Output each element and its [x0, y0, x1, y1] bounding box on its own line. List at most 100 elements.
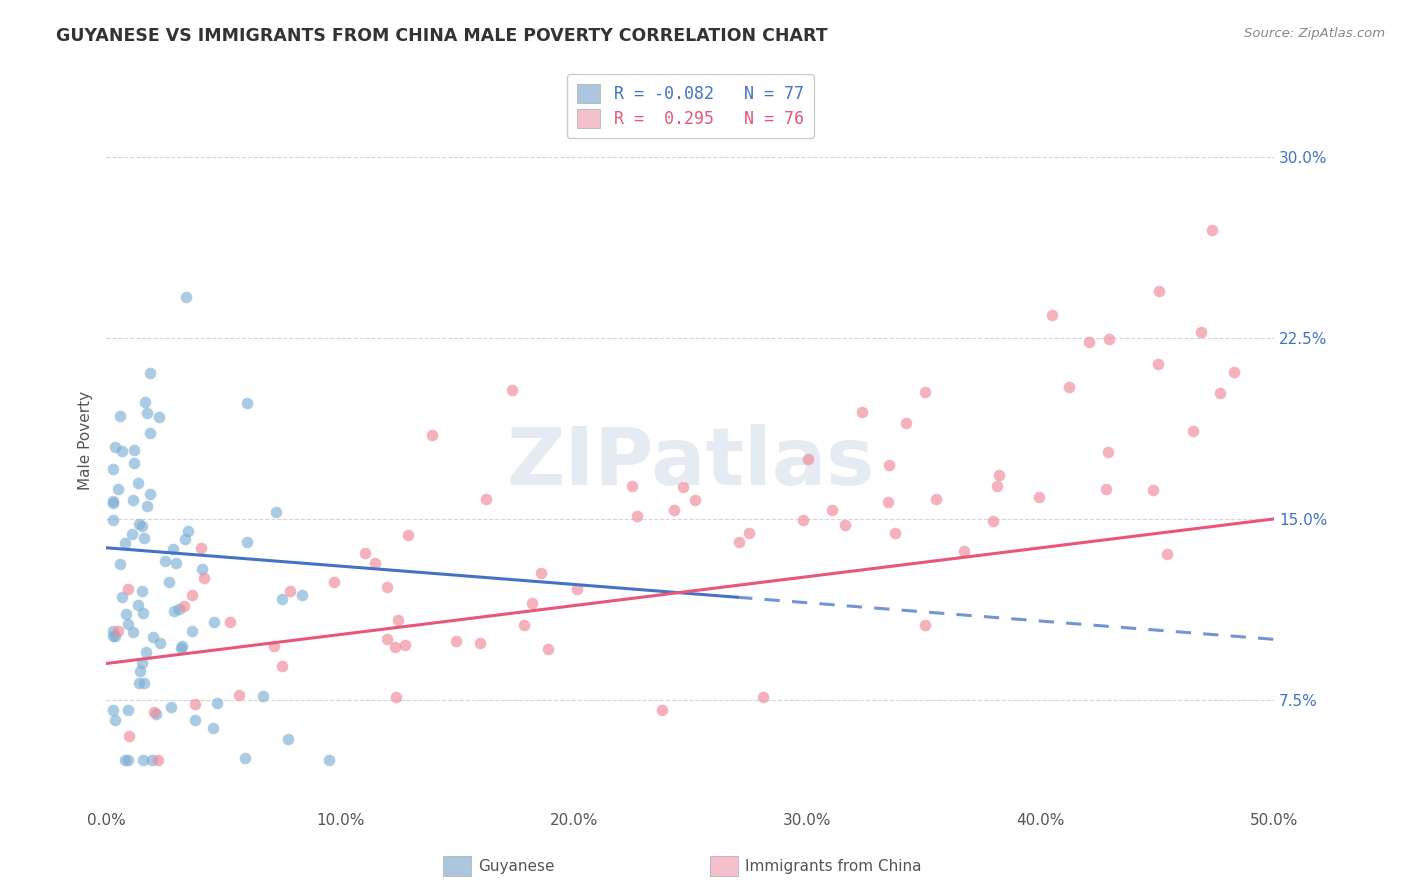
Point	[537, 641, 560, 656]
Point	[877, 494, 900, 508]
Point	[925, 491, 948, 506]
Point	[114, 753, 136, 767]
Point	[377, 580, 399, 594]
Point	[1147, 357, 1170, 371]
Point	[1040, 309, 1063, 323]
Point	[104, 713, 127, 727]
Point	[387, 613, 409, 627]
Point	[173, 599, 195, 613]
Point	[117, 703, 139, 717]
Point	[385, 690, 408, 704]
Point	[104, 629, 127, 643]
Point	[181, 624, 204, 639]
Point	[252, 689, 274, 703]
Point	[139, 487, 162, 501]
Point	[792, 513, 814, 527]
Point	[139, 367, 162, 381]
Point	[131, 656, 153, 670]
Point	[205, 696, 228, 710]
Point	[291, 589, 314, 603]
Point	[143, 706, 166, 720]
Point	[1097, 444, 1119, 458]
Point	[834, 517, 856, 532]
Point	[384, 640, 406, 655]
Point	[108, 558, 131, 572]
Point	[180, 588, 202, 602]
Point	[651, 703, 673, 717]
Point	[146, 753, 169, 767]
Point	[111, 591, 134, 605]
Point	[201, 721, 224, 735]
Point	[277, 731, 299, 746]
Point	[567, 582, 589, 596]
Y-axis label: Male Poverty: Male Poverty	[79, 391, 93, 490]
Point	[132, 606, 155, 620]
Point	[1095, 482, 1118, 496]
Point	[193, 571, 215, 585]
Text: Guyanese: Guyanese	[478, 859, 554, 873]
Point	[176, 524, 198, 538]
Point	[110, 409, 132, 423]
Point	[233, 751, 256, 765]
Point	[513, 618, 536, 632]
Point	[117, 617, 139, 632]
Point	[165, 556, 187, 570]
Point	[145, 707, 167, 722]
Point	[751, 690, 773, 704]
Point	[278, 584, 301, 599]
Point	[236, 535, 259, 549]
Point	[501, 383, 523, 397]
Point	[127, 599, 149, 613]
Point	[851, 405, 873, 419]
Point	[884, 526, 907, 541]
Point	[122, 443, 145, 458]
Point	[1182, 424, 1205, 438]
Point	[103, 624, 125, 638]
Point	[138, 426, 160, 441]
Text: ZIPatlas: ZIPatlas	[506, 424, 875, 501]
Point	[1028, 491, 1050, 505]
Point	[134, 395, 156, 409]
Point	[468, 636, 491, 650]
Point	[111, 444, 134, 458]
Point	[103, 513, 125, 527]
Point	[122, 624, 145, 639]
Point	[128, 676, 150, 690]
Point	[149, 636, 172, 650]
Point	[235, 395, 257, 409]
Point	[134, 531, 156, 545]
Point	[103, 494, 125, 508]
Point	[127, 475, 149, 490]
Point	[157, 575, 180, 590]
Point	[394, 638, 416, 652]
Point	[620, 479, 643, 493]
Point	[398, 527, 420, 541]
Point	[1156, 547, 1178, 561]
Point	[118, 729, 141, 743]
Point	[264, 505, 287, 519]
Point	[155, 554, 177, 568]
Point	[104, 440, 127, 454]
Point	[160, 700, 183, 714]
Point	[894, 416, 917, 430]
Point	[914, 384, 936, 399]
Point	[986, 479, 1008, 493]
Point	[263, 640, 285, 654]
Point	[672, 480, 695, 494]
Point	[877, 458, 900, 472]
Point	[1147, 284, 1170, 298]
Point	[797, 452, 820, 467]
Point	[142, 630, 165, 644]
Point	[170, 639, 193, 653]
Point	[1209, 385, 1232, 400]
Point	[184, 698, 207, 712]
Point	[988, 467, 1011, 482]
Point	[375, 632, 398, 646]
Point	[136, 500, 159, 514]
Point	[162, 604, 184, 618]
Point	[626, 509, 648, 524]
Point	[136, 406, 159, 420]
Point	[1098, 332, 1121, 346]
Point	[219, 615, 242, 630]
Point	[190, 541, 212, 556]
